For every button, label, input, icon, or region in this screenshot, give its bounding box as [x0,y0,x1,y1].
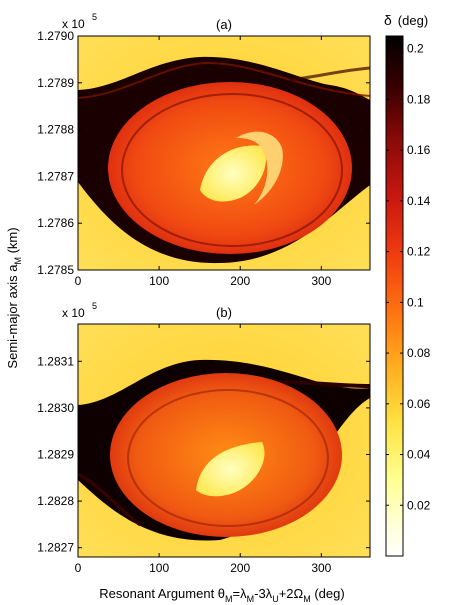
x-tick-label: 100 [149,274,169,288]
panel-a-y-exponent: x 10 5 [62,12,97,31]
panel-a-label: (a) [216,17,232,32]
y-tick-label: 1.2789 [37,76,74,90]
panel-b-y-exponent: x 10 5 [62,301,97,320]
y-tick-label: 1.2785 [37,263,74,277]
panel-a-ticks: 0 100 200 300 1.2785 1.2786 1.2787 1.2788 1.2789… [37,29,370,288]
panel-b-ticks: 0 100 200 300 1.2827 1.2828 1.2829 1.2830 1.2831 [37,324,370,575]
panel-a: 0 100 200 300 1.2785 1.2786 1.2787 1.2788 1.2789… [37,12,371,288]
colorbar-tick-label: 0.04 [407,448,431,462]
y-tick-label: 1.2787 [37,169,74,183]
panel-a-inner-ring [121,93,343,247]
panel-b: 0 100 200 300 1.2827 1.2828 1.2829 1.2830 1.2831… [37,301,371,575]
panel-b-inner-ring [127,389,329,527]
panel-b-outer-filaments [279,380,370,388]
colorbar-tick-label: 0.14 [407,194,431,208]
panel-b-label: (b) [216,305,232,320]
colorbar-tick-label: 0.06 [407,397,431,411]
y-tick-label: 1.2828 [37,494,74,508]
y-tick-label: 1.2790 [37,29,74,43]
colorbar-tick-label: 0.12 [407,245,431,259]
x-tick-label: 0 [75,561,82,575]
colorbar-gradient [385,35,404,557]
panel-a-outer-filaments [78,61,370,99]
shared-y-axis-label: Semi-major axis aM (km) [5,227,23,368]
panel-b-frame [77,323,371,558]
colorbar-label: δ (deg) [384,12,428,28]
x-tick-label: 0 [75,274,82,288]
y-tick-label: 1.2788 [37,123,74,137]
x-tick-label: 200 [230,561,250,575]
colorbar-ticks: 0.2 0.18 0.16 0.14 0.12 0.1 0.08 0.06 0.04 0.02 [386,42,431,512]
panel-b-outer-filaments [78,472,141,527]
x-tick-label: 300 [311,561,331,575]
y-tick-label: 1.2827 [37,541,74,555]
panel-a-frame [77,35,371,271]
colorbar-tick-label: 0.02 [407,498,431,512]
x-tick-label: 200 [230,274,250,288]
y-tick-label: 1.2786 [37,216,74,230]
y-tick-label: 1.2829 [37,447,74,461]
colorbar-tick-label: 0.16 [407,143,431,157]
x-tick-label: 300 [311,274,331,288]
y-tick-label: 1.2831 [37,354,74,368]
panel-a-outer-filaments [289,66,370,82]
colorbar: δ (deg) 0.2 0.18 0.16 0.14 0.12 0.1 0.08 0.06 0.0… [384,12,431,557]
colorbar-tick-label: 0.18 [407,92,431,106]
panel-a-secondary-island [236,131,283,205]
panel-b-resonance-center [196,442,265,497]
x-tick-label: 100 [149,561,169,575]
y-tick-label: 1.2830 [37,401,74,415]
colorbar-tick-label: 0.2 [407,42,424,56]
colorbar-tick-label: 0.1 [407,295,424,309]
shared-x-axis-label: Resonant Argument θM=λM-3λU+2ΩM (deg) [99,586,344,604]
panel-a-resonance-center [200,145,266,202]
colorbar-tick-label: 0.08 [407,346,431,360]
